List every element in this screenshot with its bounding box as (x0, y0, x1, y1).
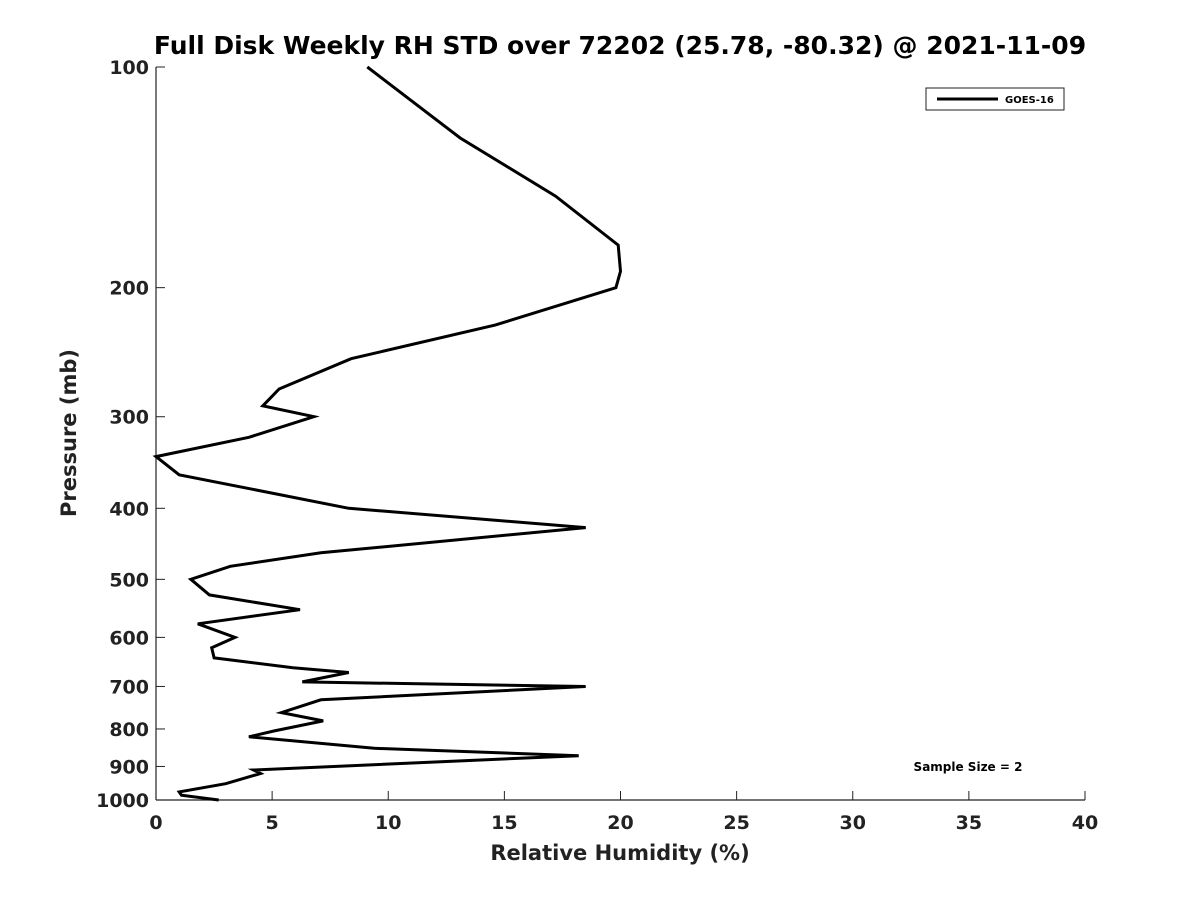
y-ticks: 100 200 300 400 500 600 700 800 900 1000 (96, 57, 165, 812)
y-tick-label: 600 (109, 627, 149, 649)
x-tick-label: 20 (607, 812, 633, 834)
y-tick-label: 200 (109, 278, 149, 300)
chart-title: Full Disk Weekly RH STD over 72202 (25.7… (154, 31, 1086, 60)
y-axis-label: Pressure (mb) (57, 349, 81, 517)
y-tick-label: 700 (109, 676, 149, 698)
x-tick-label: 10 (375, 812, 401, 834)
x-tick-label: 35 (956, 812, 982, 834)
y-tick-label: 900 (109, 756, 149, 778)
sample-size-annotation: Sample Size = 2 (914, 760, 1023, 774)
x-tick-label: 0 (149, 812, 162, 834)
y-tick-label: 300 (109, 407, 149, 429)
y-tick-label: 400 (109, 498, 149, 520)
series-line-goes-16 (152, 65, 623, 802)
x-axis-label: Relative Humidity (%) (490, 841, 749, 865)
x-tick-label: 25 (723, 812, 749, 834)
legend: GOES-16 (925, 87, 1065, 111)
y-tick-label: 500 (109, 569, 149, 591)
series-lines (152, 65, 623, 802)
x-ticks: 0 5 10 15 20 25 30 35 40 (149, 791, 1098, 834)
x-tick-label: 30 (840, 812, 866, 834)
x-tick-label: 40 (1072, 812, 1098, 834)
x-tick-label: 5 (266, 812, 279, 834)
y-tick-label: 1000 (96, 790, 149, 812)
y-tick-label: 100 (109, 57, 149, 79)
y-tick-label: 800 (109, 719, 149, 741)
legend-label-goes-16: GOES-16 (1005, 95, 1054, 106)
x-tick-label: 15 (491, 812, 517, 834)
